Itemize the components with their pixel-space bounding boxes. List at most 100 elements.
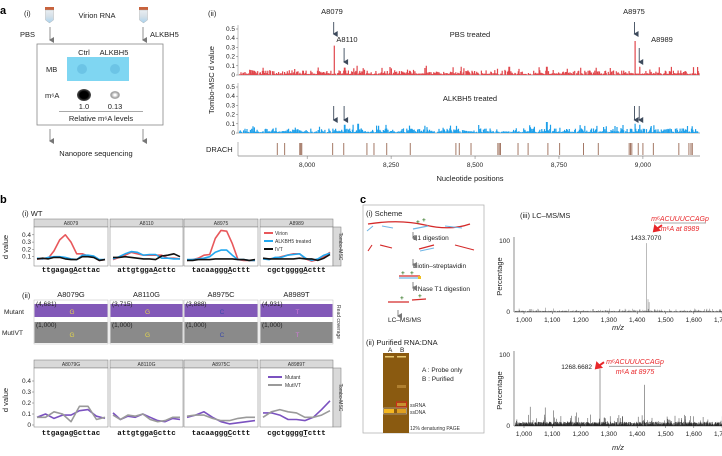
site-annotation: A8079 bbox=[321, 7, 343, 16]
dna-probe bbox=[419, 247, 435, 252]
rna-fragment bbox=[367, 244, 373, 252]
mutivt-read-count: (1,000) bbox=[112, 322, 133, 329]
key-a: A : Probe only bbox=[422, 367, 463, 374]
site-annotation: A8110 bbox=[336, 35, 357, 44]
y-tick-label: 0.5 bbox=[226, 84, 235, 91]
x-tick-label: 1,000 bbox=[516, 431, 533, 438]
rna-fragment bbox=[454, 244, 475, 251]
series-line-1 bbox=[37, 405, 106, 423]
x-tick-label: 8,500 bbox=[467, 162, 484, 169]
lcms-title: (iii) LC–MS/MS bbox=[520, 211, 570, 220]
x-tick-label: 8,250 bbox=[383, 162, 400, 169]
spectrum-trace bbox=[514, 369, 722, 426]
facet-title: A8989 bbox=[289, 221, 304, 227]
panel-a-dot-blot: a (i) Virion RNA PBS ALKBH5 Ctrl ALKBH5 … bbox=[0, 5, 179, 158]
x-axis-label: m/z bbox=[612, 443, 624, 452]
mutant-title: A8989T bbox=[283, 290, 310, 299]
facet-title: A8975 bbox=[214, 221, 229, 227]
x-tick-label: 1,000 bbox=[516, 317, 533, 324]
site-annotation: A8989 bbox=[651, 35, 673, 44]
facet-title: A8079G bbox=[62, 362, 80, 368]
x-tick-label: 1,200 bbox=[572, 317, 589, 324]
y-tick-label: 100 bbox=[499, 352, 510, 359]
y-tick-label: 0.1 bbox=[22, 411, 31, 418]
y-tick-label: 0.3 bbox=[22, 239, 31, 246]
mutant-title: A8975C bbox=[207, 290, 235, 299]
ssdna-highlight-box bbox=[383, 407, 407, 415]
scheme-step: LC–MS/MS bbox=[388, 317, 422, 324]
facet-title: A8989T bbox=[288, 362, 306, 368]
mutivt-read-count: (1,000) bbox=[262, 322, 283, 329]
m6a-site-label: m⁶A at 8975 bbox=[616, 369, 655, 376]
lane-a: A bbox=[388, 347, 393, 354]
tube-icon bbox=[139, 7, 148, 24]
x-tick-label: 9,000 bbox=[635, 162, 652, 169]
mutant-title: A8110G bbox=[133, 290, 160, 299]
x-tick-label: 1,100 bbox=[544, 317, 561, 324]
site-annotation: A8975 bbox=[623, 7, 645, 16]
y-tick-label: 0.3 bbox=[22, 389, 31, 396]
mutivt-base: C bbox=[220, 332, 225, 339]
row-mutivt: MutIVT bbox=[2, 330, 23, 337]
spectrum-trace bbox=[514, 243, 722, 312]
m6a-mark-icon: + bbox=[401, 270, 405, 277]
m6a-site-label: m⁶A at 8989 bbox=[661, 226, 700, 233]
ssrna-label: ssRNA bbox=[410, 403, 426, 409]
y-axis-label: d value bbox=[1, 235, 10, 259]
x-tick-label: 8,000 bbox=[299, 162, 316, 169]
mutivt-coverage-bar bbox=[110, 322, 183, 343]
alkbh5-signal-bars bbox=[239, 122, 700, 133]
sequence-label: tacaagggCcttt bbox=[192, 430, 251, 438]
rna-fragment bbox=[411, 298, 427, 301]
mutant-base: C bbox=[220, 309, 225, 316]
column-alkbh5: ALKBH5 bbox=[100, 48, 129, 57]
facet-title: A8110G bbox=[138, 362, 156, 368]
dna-probe bbox=[366, 225, 374, 232]
sequence-label: attgtggaActtc bbox=[117, 267, 176, 275]
dna-probe bbox=[412, 225, 429, 230]
panel-label-c: c bbox=[360, 194, 366, 206]
drach-label: DRACH bbox=[206, 145, 233, 154]
value-ctrl: 1.0 bbox=[79, 102, 89, 111]
scheme-step: S1 digestion bbox=[413, 235, 449, 242]
x-tick-label: 1,500 bbox=[657, 317, 674, 324]
y-tick-label: 0.5 bbox=[226, 26, 235, 33]
x-tick-label: 1,400 bbox=[629, 317, 646, 324]
sequence-label: cgctggggActtt bbox=[267, 267, 326, 275]
y-tick-label: 0.3 bbox=[226, 102, 235, 109]
legend-label: MutIVT bbox=[285, 383, 301, 389]
y-tick-label: 0.2 bbox=[226, 112, 235, 119]
x-tick-label: 1,400 bbox=[629, 431, 646, 438]
x-tick-label: 1,100 bbox=[544, 431, 561, 438]
m6a-mark-icon: + bbox=[400, 295, 404, 302]
alkbh5-track-title: ALKBH5 treated bbox=[443, 94, 497, 103]
strip-label: Read coverage bbox=[335, 305, 341, 339]
relative-m6a-label: Relative m⁶A levels bbox=[69, 114, 134, 123]
series-line-2 bbox=[262, 253, 331, 262]
lane-b: B bbox=[400, 347, 404, 354]
series-line-2 bbox=[36, 255, 106, 262]
gel-image bbox=[383, 353, 409, 433]
legend-label: IVT bbox=[275, 247, 283, 253]
mutivt-coverage-bar bbox=[260, 322, 333, 343]
gel-band-ssrna bbox=[397, 403, 406, 406]
scheme-step: Biotin–streptavidin bbox=[413, 263, 466, 270]
virion-rna-label: Virion RNA bbox=[79, 11, 116, 20]
facet-title: A8110 bbox=[139, 221, 153, 227]
m6a-dot-alkbh5 bbox=[110, 91, 120, 99]
scheme-step: RNase T1 digestion bbox=[413, 286, 470, 293]
subpanel-label: (ii) bbox=[22, 291, 31, 300]
mutivt-read-count: (1,000) bbox=[186, 322, 207, 329]
y-axis-label: d value bbox=[1, 388, 10, 412]
series-line-2 bbox=[187, 258, 256, 262]
y-tick-label: 0 bbox=[506, 423, 510, 430]
series-line-1 bbox=[112, 413, 180, 423]
facet-plot-area bbox=[109, 226, 184, 267]
legend-label: Mutant bbox=[285, 375, 301, 381]
mb-dot bbox=[77, 64, 87, 74]
facet-strip bbox=[332, 367, 342, 428]
y-tick-label: 0.4 bbox=[22, 232, 31, 239]
sequence-label: attgtggaGcttc bbox=[117, 430, 176, 438]
